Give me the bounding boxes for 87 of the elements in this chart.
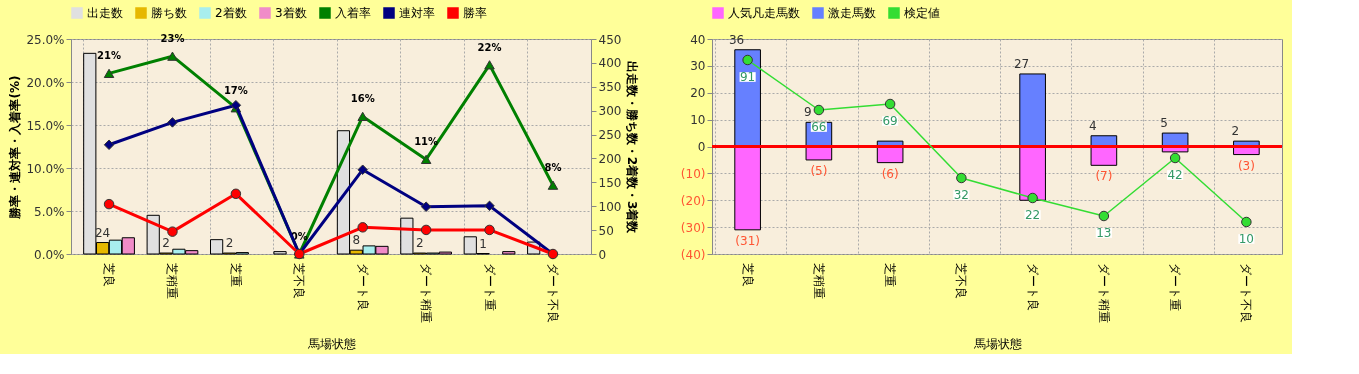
data-label: 2 [1231, 124, 1240, 139]
data-label: (5) [810, 163, 828, 178]
data-label: 24 [94, 225, 111, 240]
y2-tick-label: 450 [598, 32, 622, 47]
y2-tick-label: 350 [598, 80, 622, 95]
x-tick-label: ダート良 [355, 262, 370, 311]
x-tick-label: ダート不良 [1239, 262, 1254, 323]
y2-axis-title: 出走数・勝ち数・2着数・3着数 [625, 60, 640, 235]
y-tick-label: 0 [697, 140, 706, 154]
x-tick-label: 芝不良 [954, 262, 969, 299]
y-tick-label: 5.0% [34, 204, 65, 219]
data-label: 10 [1238, 232, 1255, 246]
data-label: 17% [223, 84, 248, 96]
y-tick-label: 10 [690, 113, 706, 128]
data-label: 36 [728, 32, 745, 47]
data-label: 5 [1160, 116, 1168, 131]
x-tick-label: ダート不良 [545, 262, 560, 323]
x-axis-title: 馬場状態 [972, 336, 1022, 351]
data-label: 42 [1167, 168, 1183, 182]
data-label: 2 [225, 236, 234, 251]
data-label: 27 [1013, 56, 1030, 71]
data-label: (31) [735, 233, 760, 248]
y2-tick-label: 150 [598, 175, 622, 190]
data-label: 69 [882, 114, 898, 128]
data-label: 13 [1096, 226, 1112, 240]
x-tick-label: ダート稍重 [419, 262, 434, 323]
y-tick-label: 15.0% [26, 118, 65, 133]
y2-tick-label: 0 [598, 247, 607, 262]
legend-label: 勝ち数 [151, 6, 187, 20]
y2-tick-label: 400 [598, 56, 622, 71]
y-tick-label: 25.0% [26, 32, 65, 47]
data-label: 1 [479, 236, 487, 251]
data-label: 66 [811, 120, 827, 134]
data-label: 22% [477, 41, 502, 53]
y-tick-label: (10) [680, 166, 706, 181]
x-axis-title: 馬場状態 [306, 336, 356, 351]
x-tick-label: 芝不良 [292, 262, 307, 299]
y-tick-label: 10.0% [26, 161, 65, 176]
y-tick-label: (20) [680, 193, 706, 208]
data-label: (3) [1237, 158, 1255, 173]
data-label: 21% [97, 50, 122, 62]
y-tick-label: (30) [680, 220, 706, 235]
data-label: 2 [162, 236, 170, 251]
data-label: 16% [350, 93, 375, 105]
data-label: 11% [414, 136, 439, 148]
data-label: (7) [1095, 169, 1113, 184]
data-label: 9 [804, 105, 812, 120]
y2-tick-label: 250 [598, 128, 622, 143]
legend-label: 出走数 [87, 6, 123, 20]
y2-tick-label: 300 [598, 104, 622, 119]
data-label: 8 [352, 233, 361, 248]
x-tick-label: ダート重 [482, 262, 497, 311]
x-tick-label: ダート稍重 [1096, 262, 1111, 323]
x-tick-label: 芝重 [228, 262, 243, 287]
x-tick-label: 芝稍重 [165, 262, 180, 299]
data-label: 8% [544, 162, 562, 174]
y-tick-label: 20.0% [26, 75, 65, 90]
y2-tick-label: 200 [598, 151, 622, 166]
y-tick-label: 30 [690, 59, 706, 74]
y-tick-label: 20 [690, 86, 706, 101]
data-label: (6) [881, 166, 899, 181]
legend-label: 勝率 [463, 6, 487, 20]
data-label: 2 [415, 236, 424, 251]
legend-label: 検定値 [904, 6, 940, 20]
data-label: 4 [1089, 118, 1097, 133]
data-label: 23% [160, 33, 185, 45]
legend-label: 2着数 [215, 6, 247, 20]
x-tick-label: ダート良 [1025, 262, 1040, 311]
x-tick-label: 芝良 [102, 262, 117, 287]
data-label: 91 [739, 70, 756, 84]
y-tick-label: (40) [680, 247, 706, 262]
x-tick-label: 芝稍重 [811, 262, 826, 299]
legend-label: 連対率 [399, 6, 435, 20]
x-tick-label: ダート重 [1168, 262, 1183, 311]
data-label: 32 [953, 188, 970, 202]
x-tick-label: 芝重 [883, 262, 898, 287]
data-label: 22 [1024, 208, 1041, 222]
legend-label: 入着率 [335, 6, 371, 20]
y-axis-title: 勝率・連対率・入着率(%) [8, 75, 23, 220]
y2-tick-label: 100 [598, 199, 622, 214]
legend-label: 人気凡走馬数 [728, 6, 800, 20]
legend-label: 3着数 [275, 6, 307, 20]
y-tick-label: 0.0% [34, 247, 65, 262]
y-tick-label: 40 [690, 32, 706, 47]
y2-tick-label: 50 [598, 223, 614, 238]
legend-label: 激走馬数 [828, 6, 876, 20]
x-tick-label: 芝良 [740, 262, 755, 287]
